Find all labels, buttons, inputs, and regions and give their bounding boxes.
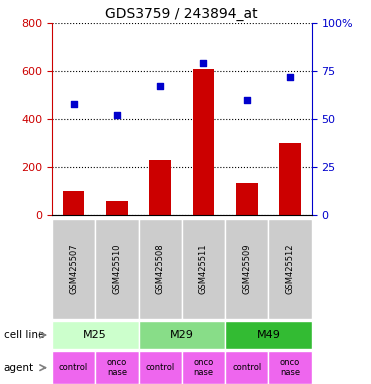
Point bbox=[157, 83, 163, 89]
Text: GSM425508: GSM425508 bbox=[156, 243, 165, 294]
Point bbox=[244, 97, 250, 103]
Text: onco
nase: onco nase bbox=[193, 358, 214, 377]
Bar bbox=[193, 69, 214, 215]
Bar bbox=[236, 183, 257, 215]
Bar bbox=[150, 160, 171, 215]
Text: GSM425510: GSM425510 bbox=[112, 243, 121, 294]
Text: M49: M49 bbox=[256, 330, 280, 340]
Text: control: control bbox=[59, 363, 88, 372]
Bar bbox=[279, 143, 301, 215]
Text: onco
nase: onco nase bbox=[107, 358, 127, 377]
Text: onco
nase: onco nase bbox=[280, 358, 300, 377]
Text: control: control bbox=[145, 363, 175, 372]
Title: GDS3759 / 243894_at: GDS3759 / 243894_at bbox=[105, 7, 258, 21]
Bar bbox=[63, 191, 85, 215]
Text: M29: M29 bbox=[170, 330, 194, 340]
Point bbox=[114, 112, 120, 118]
Text: GSM425509: GSM425509 bbox=[242, 243, 251, 294]
Text: M25: M25 bbox=[83, 330, 107, 340]
Text: cell line: cell line bbox=[4, 330, 44, 340]
Bar bbox=[106, 200, 128, 215]
Text: GSM425507: GSM425507 bbox=[69, 243, 78, 294]
Point bbox=[287, 74, 293, 80]
Point bbox=[70, 101, 76, 107]
Text: agent: agent bbox=[4, 362, 34, 373]
Text: GSM425512: GSM425512 bbox=[286, 243, 295, 294]
Text: control: control bbox=[232, 363, 261, 372]
Point bbox=[200, 60, 206, 66]
Text: GSM425511: GSM425511 bbox=[199, 243, 208, 294]
